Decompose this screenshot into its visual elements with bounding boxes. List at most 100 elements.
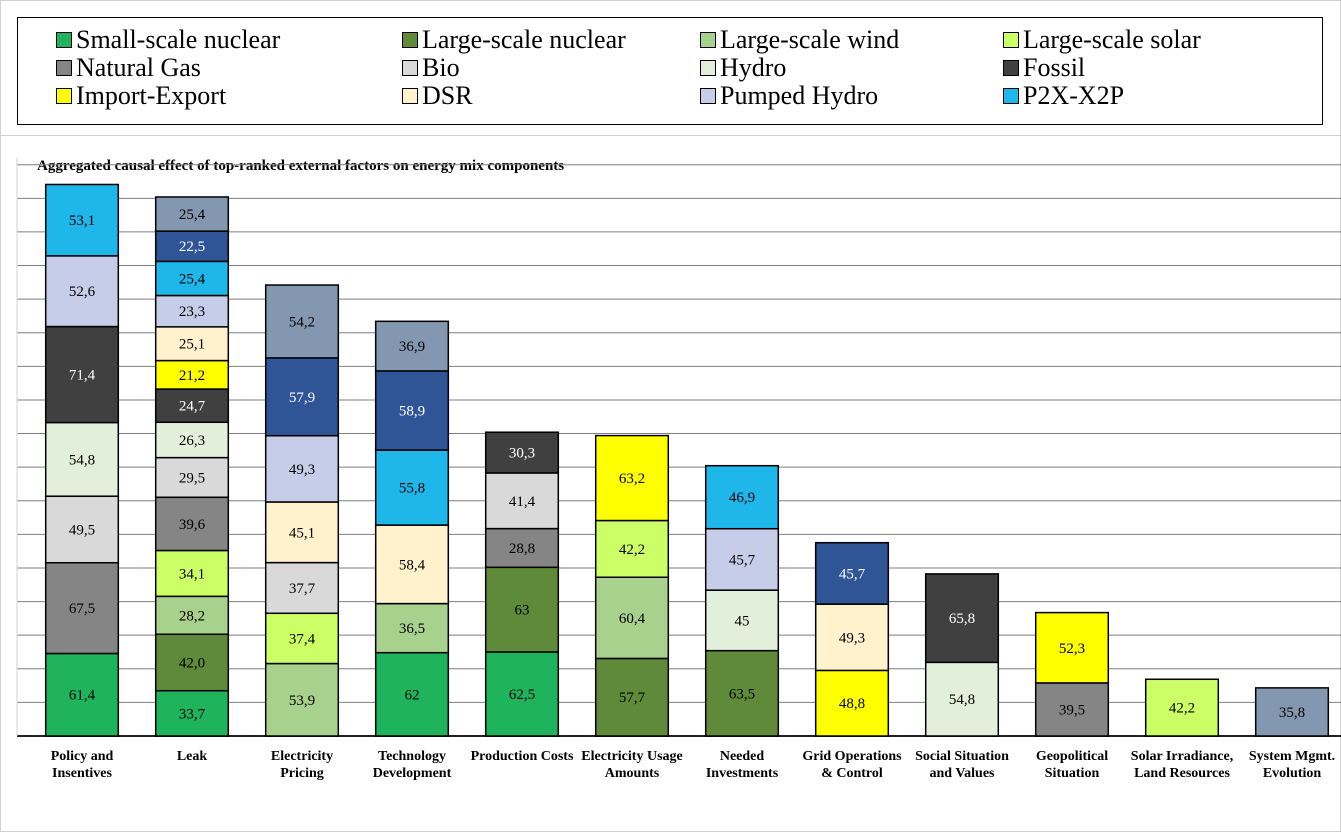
bar-segment — [814, 603, 890, 672]
legend-item: Import-Export — [56, 82, 226, 110]
legend-label: Large-scale solar — [1023, 25, 1201, 54]
bar-segment — [814, 669, 890, 737]
data-label: 55,8 — [399, 481, 425, 497]
data-label: 61,4 — [69, 688, 96, 704]
data-label: 52,6 — [69, 284, 96, 300]
legend-label: P2X-X2P — [1023, 81, 1125, 110]
bar-segment — [704, 589, 780, 652]
legend-swatch — [1003, 32, 1019, 48]
legend-swatch — [1003, 88, 1019, 104]
data-label: 41,4 — [509, 494, 536, 510]
data-label: 30,3 — [509, 446, 535, 462]
data-label: 48,8 — [839, 696, 865, 712]
data-label: 60,4 — [619, 611, 646, 627]
data-label: 42,0 — [179, 655, 205, 671]
separator — [0, 135, 1341, 136]
bar-segment — [264, 662, 340, 737]
data-label: 57,9 — [289, 390, 315, 406]
legend-swatch — [56, 32, 72, 48]
bar-segment — [264, 612, 340, 665]
x-tick-label: Geopolitical Situation — [1035, 749, 1109, 781]
data-label: 21,2 — [179, 368, 205, 384]
data-label: 53,1 — [69, 213, 95, 229]
bar-segment — [484, 431, 560, 474]
data-label: 71,4 — [69, 368, 96, 384]
legend-swatch — [402, 32, 418, 48]
data-label: 62,5 — [509, 687, 535, 703]
bar-segment — [374, 524, 450, 605]
bar-segment — [44, 495, 120, 564]
bar-segment — [44, 183, 120, 257]
data-label: 26,3 — [179, 433, 205, 449]
data-label: 37,4 — [289, 631, 316, 647]
legend-item: Hydro — [700, 54, 786, 82]
bar-segment — [704, 649, 780, 737]
bar-segment — [594, 519, 670, 579]
legend-label: Fossil — [1023, 53, 1086, 82]
data-label: 37,7 — [289, 581, 316, 597]
legend-label: Import-Export — [76, 81, 227, 110]
data-label: 45,7 — [729, 552, 756, 568]
bar-segment — [154, 196, 230, 232]
bar-segment — [154, 549, 230, 598]
data-label: 54,2 — [289, 314, 315, 330]
data-label: 52,3 — [1059, 641, 1085, 657]
data-label: 46,9 — [729, 490, 755, 506]
data-label: 22,5 — [179, 239, 205, 255]
data-label: 45,1 — [289, 525, 315, 541]
bar-segment — [594, 434, 670, 522]
legend-label: Natural Gas — [76, 53, 201, 82]
bar-segment — [154, 421, 230, 459]
legend-label: Large-scale nuclear — [422, 25, 626, 54]
legend-label: Large-scale wind — [720, 25, 900, 54]
data-label: 39,6 — [179, 517, 206, 533]
data-label: 23,3 — [179, 304, 205, 320]
legend-item: Large-scale solar — [1003, 26, 1201, 54]
bar-segment — [1034, 611, 1110, 684]
data-label: 65,8 — [949, 611, 975, 627]
bar-segment — [594, 657, 670, 737]
data-label: 63,2 — [619, 471, 645, 487]
legend-label: Bio — [422, 53, 460, 82]
x-tick-label: Grid Operations & Control — [802, 749, 902, 781]
data-label: 25,4 — [179, 207, 206, 223]
data-label: 49,3 — [289, 462, 315, 478]
data-label: 34,1 — [179, 566, 205, 582]
data-label: 42,2 — [1169, 701, 1195, 717]
data-label: 67,5 — [69, 601, 95, 617]
data-label: 58,4 — [399, 557, 426, 573]
data-label: 45 — [735, 613, 750, 629]
x-tick-label: Social Situation and Values — [915, 749, 1009, 781]
bar-segment — [924, 573, 1000, 664]
legend-item: Natural Gas — [56, 54, 201, 82]
x-tick-label: System Mgmt. Evolution — [1248, 749, 1336, 781]
bar-segment — [374, 651, 450, 737]
bar-segment — [264, 357, 340, 437]
bar-segment — [1254, 687, 1330, 737]
x-tick-label: Electricity Pricing — [270, 749, 334, 781]
legend-item: Fossil — [1003, 54, 1085, 82]
legend-item: DSR — [402, 82, 473, 110]
bar-segment — [154, 294, 230, 328]
legend-item: Large-scale wind — [700, 26, 899, 54]
data-label: 53,9 — [289, 693, 315, 709]
legend-swatch — [402, 88, 418, 104]
bar-segment — [154, 595, 230, 635]
bar-segment — [1034, 682, 1110, 737]
bar-segment — [154, 260, 230, 297]
bar-segment — [704, 527, 780, 591]
legend-item: Small-scale nuclear — [56, 26, 280, 54]
data-label: 49,3 — [839, 630, 865, 646]
legend-swatch — [56, 60, 72, 76]
bar-segment — [264, 501, 340, 564]
legend-item: Bio — [402, 54, 460, 82]
data-label: 28,2 — [179, 608, 205, 624]
data-label: 39,5 — [1059, 702, 1085, 718]
bar-segment — [154, 456, 230, 499]
legend-swatch — [1003, 60, 1019, 76]
bar-segment — [374, 320, 450, 372]
legend-label: Pumped Hydro — [720, 81, 879, 110]
data-label: 28,8 — [509, 541, 535, 557]
bar-segment — [594, 576, 670, 660]
